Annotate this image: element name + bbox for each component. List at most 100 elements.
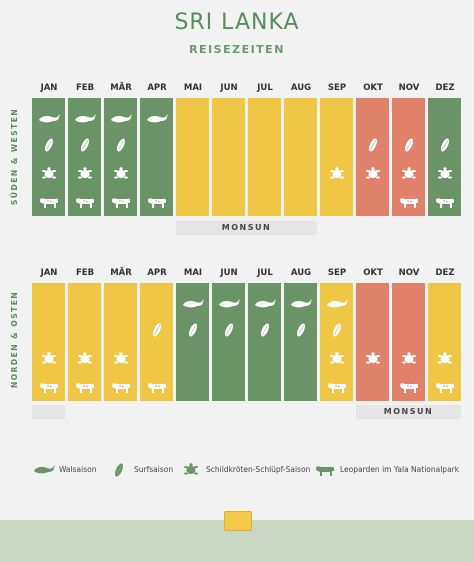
surfboard-icon	[218, 323, 240, 337]
leopard-icon	[398, 380, 420, 394]
month-label-nov: NOV	[398, 83, 420, 93]
season-cell-jan	[32, 283, 65, 401]
legend: Walsaison Surfsaison Schildkröten-Schlüp…	[0, 460, 474, 478]
surfboard-icon	[110, 138, 132, 152]
surfboard-icon	[182, 323, 204, 337]
leopard-icon	[146, 380, 168, 394]
surfboard-icon	[108, 462, 130, 477]
turtle-icon	[326, 352, 348, 366]
month-label-jan: JAN	[40, 83, 58, 93]
region-label: SÜDEN & WESTEN	[10, 107, 19, 205]
season-cell-mär	[104, 98, 137, 216]
turtle-icon	[326, 167, 348, 181]
season-cell-nov	[392, 283, 425, 401]
turtle-icon	[38, 167, 60, 181]
page-title: SRI LANKA	[174, 10, 300, 35]
monsun-bar: MONSUN	[356, 405, 461, 419]
leopard-icon	[326, 380, 348, 394]
season-cell-jun	[212, 283, 245, 401]
surfboard-icon	[38, 138, 60, 152]
page-subtitle: REISEZEITEN	[189, 43, 285, 56]
season-cell-nov	[392, 98, 425, 216]
season-cell-mär	[104, 283, 137, 401]
season-cell-apr	[140, 98, 173, 216]
surfboard-icon	[326, 323, 348, 337]
whale-icon	[33, 462, 55, 476]
month-label-jul: JUL	[257, 268, 273, 278]
whale-icon	[254, 297, 276, 311]
season-cell-mai	[176, 283, 209, 401]
legend-item-turtle: Schildkröten-Schlüpf-Saison	[180, 460, 310, 478]
turtle-icon	[434, 167, 456, 181]
surfboard-icon	[398, 138, 420, 152]
season-cell-dez	[428, 98, 461, 216]
season-cell-sep	[320, 283, 353, 401]
season-cell-jul	[248, 98, 281, 216]
month-label-mai: MAI	[183, 268, 203, 278]
month-label-dez: DEZ	[435, 268, 455, 278]
leopard-icon	[398, 195, 420, 209]
month-label-jun: JUN	[220, 268, 238, 278]
season-cell-mai	[176, 98, 209, 216]
season-cell-jan	[32, 98, 65, 216]
leopard-icon	[74, 195, 96, 209]
legend-label: Schildkröten-Schlüpf-Saison	[206, 464, 311, 474]
turtle-icon	[74, 352, 96, 366]
leopard-icon	[38, 195, 60, 209]
season-cell-sep	[320, 98, 353, 216]
whale-icon	[290, 297, 312, 311]
monsun-bar: MONSUN	[176, 221, 317, 235]
turtle-icon	[398, 167, 420, 181]
leopard-icon	[434, 380, 456, 394]
turtle-icon	[74, 167, 96, 181]
season-cell-okt	[356, 283, 389, 401]
whale-icon	[326, 297, 348, 311]
leopard-icon	[110, 380, 132, 394]
season-cell-okt	[356, 98, 389, 216]
month-label-dez: DEZ	[435, 83, 455, 93]
turtle-icon	[362, 352, 384, 366]
turtle-icon	[180, 462, 202, 476]
turtle-icon	[362, 167, 384, 181]
legend-label: Walsaison	[59, 464, 97, 474]
leopard-icon	[314, 462, 336, 476]
season-cell-aug	[284, 98, 317, 216]
legend-item-surf: Surfsaison	[108, 460, 173, 478]
month-label-mär: MÄR	[110, 268, 132, 278]
whale-icon	[74, 112, 96, 126]
month-label-okt: OKT	[363, 268, 383, 278]
month-label-feb: FEB	[75, 83, 95, 93]
month-label-jul: JUL	[257, 83, 273, 93]
whale-icon	[110, 112, 132, 126]
leopard-icon	[38, 380, 60, 394]
season-cell-jul	[248, 283, 281, 401]
season-cell-feb	[68, 98, 101, 216]
month-label-aug: AUG	[290, 83, 312, 93]
whale-icon	[38, 112, 60, 126]
surfboard-icon	[434, 138, 456, 152]
month-label-mai: MAI	[183, 83, 203, 93]
month-label-aug: AUG	[290, 268, 312, 278]
month-label-mär: MÄR	[110, 83, 132, 93]
month-label-okt: OKT	[363, 83, 383, 93]
season-cell-feb	[68, 283, 101, 401]
monsun-bar-extension	[32, 405, 65, 419]
surfboard-icon	[362, 138, 384, 152]
legend-label: Leoparden im Yala Nationalpark	[340, 464, 460, 474]
month-label-nov: NOV	[398, 268, 420, 278]
month-label-jun: JUN	[220, 83, 238, 93]
brand-logo-icon	[224, 511, 252, 531]
season-cell-dez	[428, 283, 461, 401]
whale-icon	[182, 297, 204, 311]
surfboard-icon	[254, 323, 276, 337]
legend-item-whale: Walsaison	[33, 460, 96, 478]
month-label-sep: SEP	[327, 268, 347, 278]
surfboard-icon	[74, 138, 96, 152]
turtle-icon	[398, 352, 420, 366]
season-cell-apr	[140, 283, 173, 401]
legend-item-leopard: Leoparden im Yala Nationalpark	[314, 460, 459, 478]
leopard-icon	[146, 195, 168, 209]
season-cell-jun	[212, 98, 245, 216]
turtle-icon	[38, 352, 60, 366]
whale-icon	[218, 297, 240, 311]
